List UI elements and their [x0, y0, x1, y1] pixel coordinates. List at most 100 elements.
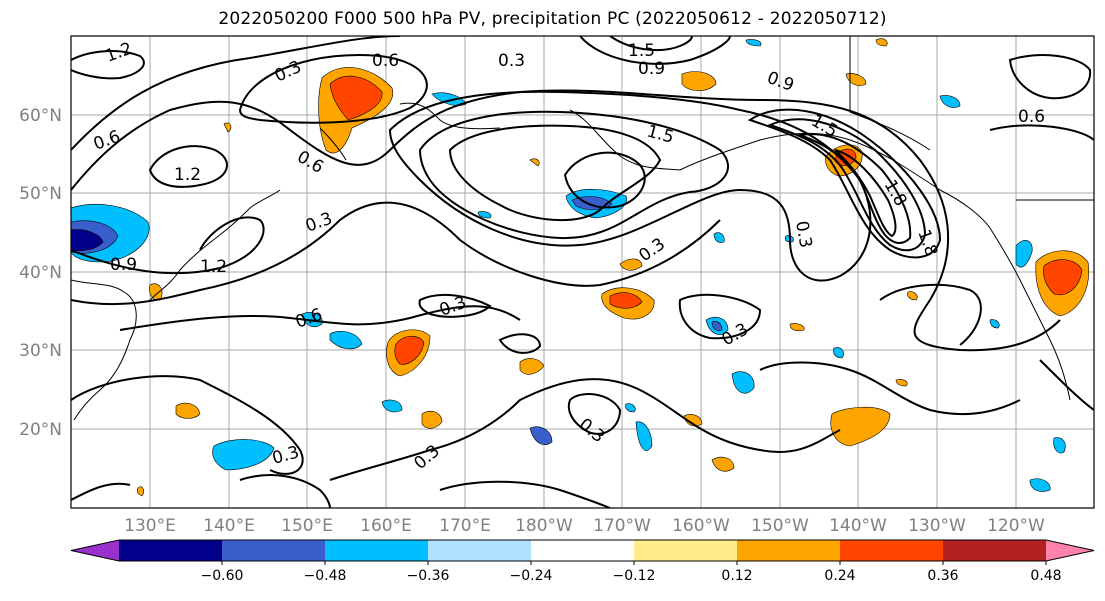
precip-pos-region [136, 486, 144, 497]
pv-contour [71, 36, 401, 151]
pv-contour [418, 110, 730, 240]
pv-contour [71, 50, 145, 80]
pv-contour [148, 145, 228, 188]
contour-label: 0.6 [372, 51, 399, 71]
contour-label: 1.2 [174, 165, 201, 185]
lat-label: 20°N [19, 420, 62, 440]
coastline-chukotka [399, 102, 501, 130]
pv-contour [498, 333, 542, 354]
pv-contour [747, 108, 942, 259]
lon-label: 180°W [515, 516, 573, 536]
precip-neg-region [731, 371, 755, 394]
pv-contour [448, 124, 662, 222]
colorbar-segment [428, 540, 532, 561]
precip-pos-region [619, 258, 643, 271]
colorbar-segment [634, 540, 738, 561]
precip-pos-region [789, 323, 805, 332]
contour-label: 0.6 [1018, 107, 1045, 127]
colorbar-segment [325, 540, 429, 561]
pv-contour [388, 90, 872, 282]
colorbar-tick-label: 0.48 [1030, 568, 1061, 584]
colorbar-segment [531, 540, 635, 561]
pv-contours [71, 36, 1094, 508]
pv-contour [767, 118, 927, 252]
longitude-labels: 130°E 140°E 150°E 160°E 170°E 180°W 170°… [124, 516, 1045, 536]
precip-neg-region [329, 331, 363, 350]
lon-label: 160°E [360, 516, 412, 536]
pv-contour [834, 149, 897, 238]
colorbar-tick-label: 0.24 [824, 568, 855, 584]
colorbar-tick-label: −0.12 [613, 568, 656, 584]
precip-pos-region [830, 406, 891, 447]
pv-contour [989, 124, 1094, 141]
border-alaska-canada [849, 36, 931, 151]
pv-contour [71, 216, 265, 275]
colorbar-tick-label: 0.36 [927, 568, 958, 584]
precipitation-shading [71, 38, 1089, 497]
precip-neg-region [745, 39, 762, 47]
precip-neg-region [1015, 240, 1033, 268]
precip-neg-region [477, 211, 492, 219]
precip-pos-region [711, 456, 735, 472]
precip-neg-region [625, 403, 636, 413]
colorbar-segment [222, 540, 326, 561]
colorbar-segment [943, 540, 1047, 561]
lon-label: 130°W [908, 516, 966, 536]
coastline-north-america [939, 189, 1071, 401]
precip-pos-region [681, 71, 717, 92]
colorbar-outline [70, 539, 1095, 562]
precip-pos-region [175, 402, 201, 419]
lat-label: 50°N [19, 184, 62, 204]
precip-neg-region [529, 426, 553, 445]
precip-pos-region [223, 122, 232, 133]
contour-label: 0.9 [638, 59, 665, 79]
colorbar-segment [737, 540, 841, 561]
colorbar-segment [840, 540, 944, 561]
colorbar-segment [71, 540, 119, 561]
pv-contour [71, 375, 304, 475]
lon-label: 150°W [751, 516, 809, 536]
lon-label: 120°W [987, 516, 1045, 536]
precip-neg-region [431, 92, 467, 106]
lon-label: 130°E [124, 516, 176, 536]
coastline-kamchatka [319, 127, 347, 161]
lon-label: 140°E [203, 516, 255, 536]
pv-contour [239, 474, 331, 508]
colorbar-tick-label: 0.12 [721, 568, 752, 584]
pv-contour [1008, 54, 1092, 100]
precip-pos-region [421, 410, 443, 429]
precip-pos-region [519, 358, 545, 375]
lat-label: 40°N [19, 263, 62, 283]
precip-neg-region [833, 347, 844, 359]
precip-neg-region [212, 439, 275, 471]
pv-contour [879, 283, 982, 346]
map-frame [70, 35, 1095, 509]
pv-contour [567, 393, 622, 435]
lat-label: 30°N [19, 341, 62, 361]
precip-pos-region [895, 379, 908, 387]
contour-label: 0.3 [498, 51, 525, 71]
pv-contour [678, 293, 762, 340]
pv-contour [563, 151, 646, 209]
lon-label: 140°W [829, 516, 887, 536]
coastline-alaska-west [569, 109, 681, 171]
precip-neg-region [635, 421, 653, 451]
colorbar-tick-label: −0.36 [407, 568, 450, 584]
precip-pos-region [394, 335, 425, 365]
figure-title: 2022050200 F000 500 hPa PV, precipitatio… [218, 9, 887, 29]
precip-neg-region [381, 399, 403, 413]
pv-contour [119, 305, 521, 331]
lon-label: 150°E [281, 516, 333, 536]
precip-neg-region [939, 95, 961, 108]
precip-neg-region [1053, 437, 1066, 454]
pv-contour [759, 361, 1021, 416]
precip-neg-region [713, 232, 725, 243]
colorbar-tick-label: −0.24 [510, 568, 553, 584]
colorbar-segment [119, 540, 223, 561]
precip-neg-region [989, 319, 1000, 329]
coastline-aleutians [679, 132, 941, 191]
pv-contour [609, 36, 693, 52]
precip-pos-region [907, 291, 918, 301]
pv-contour [71, 201, 721, 306]
lon-label: 170°E [439, 516, 491, 536]
